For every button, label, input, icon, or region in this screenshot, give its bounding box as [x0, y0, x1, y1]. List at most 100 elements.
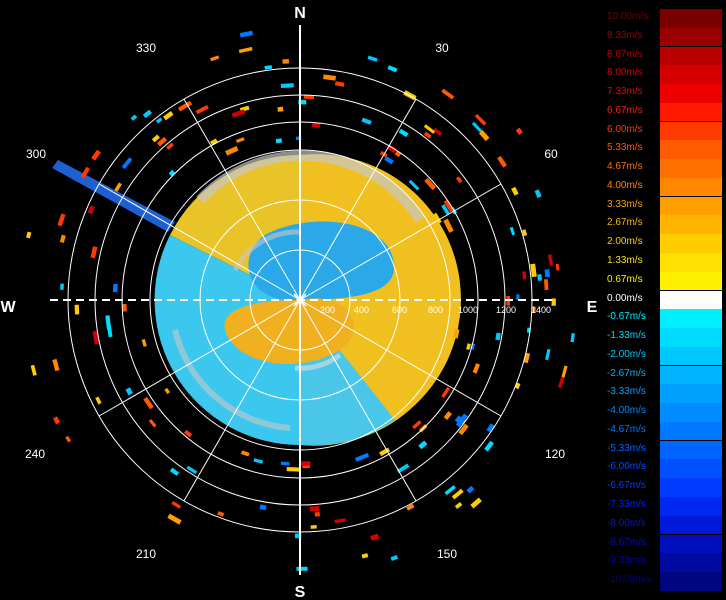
legend-entry: -8.67m/s [604, 534, 722, 554]
scatter-return [151, 134, 160, 143]
scatter-return [309, 505, 320, 512]
legend-label: -2.67m/s [607, 367, 646, 379]
scatter-return [286, 466, 300, 472]
echo-inner-swirl-receding [224, 298, 355, 364]
legend-label: -10.00m/s [607, 574, 652, 586]
scatter-return [516, 294, 520, 301]
scatter-return [532, 306, 536, 314]
legend-swatch [660, 572, 722, 591]
scatter-return [167, 513, 182, 525]
legend-label: 1.33m/s [607, 255, 643, 266]
legend-entry: -0.67m/s [604, 309, 722, 328]
echo-clutter-arc-2 [172, 329, 291, 431]
scatter-return [530, 263, 537, 278]
scatter-return [80, 166, 90, 179]
scatter-return [52, 358, 60, 372]
scatter-return [398, 128, 409, 138]
scatter-return [275, 138, 283, 144]
legend-entry: -7.33m/s [604, 497, 722, 516]
legend-label: -3.33m/s [607, 386, 646, 398]
scatter-return [370, 533, 380, 541]
scatter-return [169, 467, 180, 476]
scatter-return [454, 415, 463, 424]
scatter-return [121, 157, 133, 170]
legend-swatch [660, 403, 722, 422]
legend-label: 8.00m/s [607, 67, 643, 79]
scatter-return [495, 332, 501, 341]
scatter-return [361, 117, 372, 125]
legend-label: 3.33m/s [607, 198, 643, 210]
scatter-return [303, 94, 315, 100]
bearing-label-120: 120 [545, 447, 565, 461]
scatter-return [195, 104, 209, 115]
scatter-return [282, 59, 290, 64]
scatter-return [166, 142, 174, 150]
scatter-return [148, 419, 157, 428]
legend-swatch [660, 140, 722, 159]
legend-swatch [660, 534, 722, 554]
scatter-return [30, 364, 37, 376]
scatter-return [354, 452, 370, 462]
scatter-return [390, 555, 399, 561]
scatter-return [454, 502, 463, 509]
radar-center-marker [293, 293, 307, 307]
echo-clutter-arc [196, 150, 425, 223]
legend-label: 2.00m/s [607, 236, 643, 248]
legend-label: -5.33m/s [607, 442, 646, 454]
legend-swatch [660, 234, 722, 253]
scatter-return [534, 189, 542, 199]
scatter-return [466, 485, 475, 494]
scatter-return [296, 566, 308, 571]
echo-clutter-arc-3 [232, 229, 301, 272]
legend-entry: -1.33m/s [604, 328, 722, 347]
legend-label: 4.00m/s [607, 179, 643, 191]
scatter-return [486, 423, 495, 433]
legend-swatch [660, 196, 722, 216]
azimuth-spoke [183, 98, 301, 301]
cardinal-east: E [587, 299, 598, 316]
legend-swatch [660, 84, 722, 103]
azimuth-spoke [98, 299, 301, 417]
scatter-return [240, 450, 250, 457]
scatter-return [264, 65, 273, 70]
scatter-return [458, 423, 469, 436]
legend-entry: 2.00m/s [604, 234, 722, 253]
legend-entry: 6.67m/s [604, 102, 722, 122]
scatter-return [441, 204, 450, 215]
scatter-return [555, 263, 560, 271]
scatter-return [367, 55, 378, 62]
scatter-return [225, 145, 239, 156]
legend-label: 9.33m/s [607, 29, 643, 41]
scatter-return [515, 127, 523, 135]
legend-entry: -3.33m/s [604, 384, 722, 403]
scatter-return [443, 218, 454, 233]
legend-label: -1.33m/s [607, 330, 646, 342]
scatter-return [74, 304, 80, 315]
scatter-return [239, 30, 254, 38]
scatter-return [310, 524, 317, 529]
legend-swatch [660, 365, 722, 385]
scatter-return [323, 74, 336, 81]
legend-swatch [660, 215, 722, 234]
bearing-label-240: 240 [25, 447, 45, 461]
echo-nw-streak [52, 160, 175, 232]
legend-label: 4.67m/s [607, 161, 643, 173]
cardinal-west: W [0, 299, 16, 316]
legend-swatch [660, 459, 722, 478]
legend-swatch [660, 384, 722, 403]
legend-entry: 10.00m/s [604, 9, 722, 28]
scatter-return [141, 338, 147, 347]
scatter-return [384, 156, 394, 165]
legend-swatch [660, 159, 722, 178]
scatter-return [164, 387, 171, 394]
azimuth-spoke [183, 299, 301, 502]
scatter-return [444, 485, 456, 496]
scatter-return [177, 100, 193, 112]
scatter-return [210, 138, 218, 146]
scatter-return [379, 447, 391, 457]
scatter-return [53, 416, 61, 425]
scatter-return [130, 114, 138, 121]
legend-label: -4.67m/s [607, 423, 646, 435]
legend-entry: -4.67m/s [604, 421, 722, 441]
scatter-return [523, 352, 531, 364]
